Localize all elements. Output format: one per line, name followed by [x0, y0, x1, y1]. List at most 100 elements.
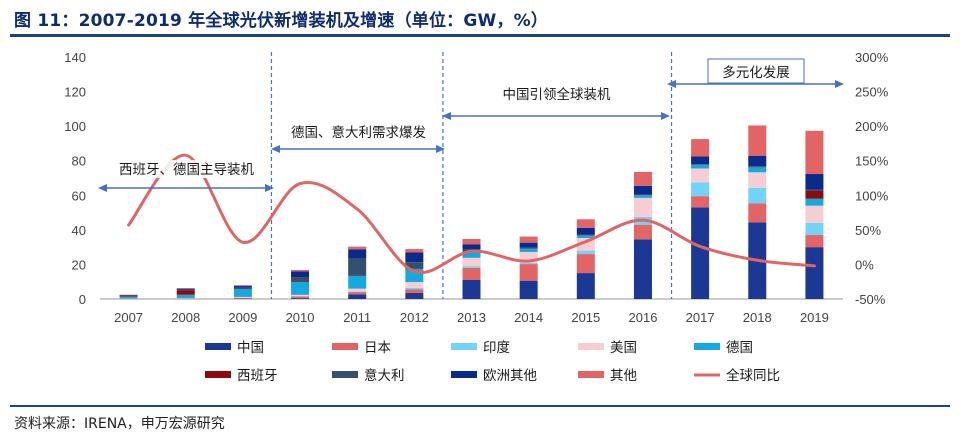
bar-segment — [348, 249, 367, 259]
y-tick-label: 40 — [72, 223, 86, 238]
bar-segment — [691, 182, 710, 197]
bar-segment — [348, 288, 367, 292]
legend-label: 印度 — [483, 340, 510, 356]
bar-segment — [748, 172, 767, 188]
bar-segment — [519, 236, 538, 243]
bar-segment — [348, 258, 367, 275]
growth-line — [127, 153, 816, 275]
bar-segment — [119, 296, 138, 299]
y2-tick-label: 100% — [855, 188, 889, 203]
bar-segment — [405, 252, 424, 263]
x-tick-label: 2007 — [114, 310, 143, 325]
x-tick-label: 2012 — [400, 310, 429, 325]
bar-segment — [405, 289, 424, 293]
bar-segment — [691, 207, 710, 299]
bar-segment — [633, 239, 652, 299]
legend-label: 欧洲其他 — [483, 368, 537, 384]
bar-segment — [748, 167, 767, 173]
x-tick-label: 2017 — [686, 310, 715, 325]
legend-swatch — [205, 371, 231, 378]
bar-segment — [291, 277, 310, 282]
x-tick-label: 2015 — [571, 310, 600, 325]
bar-segment — [176, 298, 195, 299]
legend-label: 意大利 — [364, 367, 405, 384]
x-tick-label: 2008 — [171, 310, 200, 325]
chart-axes: 0 20 40 60 80 100 120 140 -50% 0% 50% 100% 150% 200% 2… — [64, 50, 888, 325]
bar-segment — [348, 292, 367, 295]
bar-segment — [233, 289, 252, 297]
title-rule — [10, 34, 950, 37]
bar-segment — [805, 235, 824, 248]
bar-segment — [405, 249, 424, 253]
bar-segment — [176, 294, 195, 299]
bar-segment — [519, 242, 538, 248]
chart-annotations: 西班牙、德国主导装机 德国、意大利需求爆发 中国引领全球装机 多元化发展 — [98, 58, 844, 192]
bar-segment — [519, 262, 538, 265]
bar-segment — [576, 235, 595, 238]
bar-segment — [805, 189, 824, 191]
annotation-backdrop — [111, 160, 262, 178]
bar-segment — [233, 287, 252, 289]
bar-segment — [576, 227, 595, 235]
figure-title: 图 11：2007-2019 年全球光伏新增装机及增速（单位：GW，%） — [14, 11, 549, 31]
y-tick-label: 20 — [72, 257, 86, 272]
legend-swatch — [694, 343, 720, 350]
bar-segment — [291, 294, 310, 297]
bar-segment — [291, 271, 310, 278]
bar-segment — [576, 254, 595, 274]
bar-segment — [176, 289, 195, 291]
bar-segment — [233, 297, 252, 299]
bar-segment — [348, 294, 367, 299]
period-annotation: 德国、意大利需求爆发 — [291, 124, 426, 141]
y-tick-label: 120 — [64, 85, 86, 100]
bar-segment — [805, 198, 824, 206]
bar-segment — [805, 174, 824, 190]
legend-label: 美国 — [610, 340, 637, 356]
bar-segment — [462, 252, 481, 258]
bar-segment — [176, 288, 195, 290]
bar-segment — [462, 257, 481, 267]
x-tick-label: 2016 — [629, 310, 658, 325]
source-note: 资料来源：IRENA，申万宏源研究 — [14, 416, 225, 432]
bar-segment — [119, 294, 138, 296]
bar-segment — [691, 196, 710, 208]
chart-line — [127, 153, 816, 275]
bar-segment — [462, 266, 481, 268]
bar-segment — [405, 287, 424, 290]
y-tick-label: 100 — [64, 119, 86, 134]
y-tick-label: 0 — [79, 292, 86, 307]
legend-label: 西班牙 — [237, 368, 278, 384]
bar-segment — [805, 130, 824, 175]
bar-segment — [633, 171, 652, 186]
bar-segment — [748, 125, 767, 156]
legend-swatch — [578, 371, 604, 378]
y2-tick-label: 50% — [855, 223, 881, 238]
legend-label: 日本 — [364, 340, 391, 356]
bar-segment — [633, 224, 652, 240]
x-tick-label: 2010 — [286, 310, 315, 325]
bar-segment — [748, 203, 767, 223]
bar-segment — [348, 246, 367, 250]
legend-swatch — [205, 343, 231, 350]
bar-segment — [119, 295, 138, 297]
bar-segment — [519, 280, 538, 299]
bar-segment — [691, 164, 710, 165]
bar-segment — [405, 292, 424, 299]
bar-segment — [291, 269, 310, 272]
x-tick-label: 2018 — [743, 310, 772, 325]
bar-segment — [291, 296, 310, 299]
bar-segment — [633, 195, 652, 198]
bar-segment — [291, 282, 310, 295]
bar-segment — [805, 205, 824, 223]
y2-tick-label: 0% — [855, 257, 874, 272]
bar-segment — [805, 222, 824, 236]
x-tick-label: 2011 — [343, 310, 371, 325]
x-tick-label: 2009 — [228, 310, 257, 325]
bar-segment — [233, 296, 252, 298]
period-annotation: 西班牙、德国主导装机 — [119, 162, 254, 178]
bar-segment — [576, 273, 595, 299]
y2-tick-label: 200% — [855, 119, 889, 134]
bar-segment — [176, 290, 195, 295]
bar-segment — [519, 247, 538, 249]
